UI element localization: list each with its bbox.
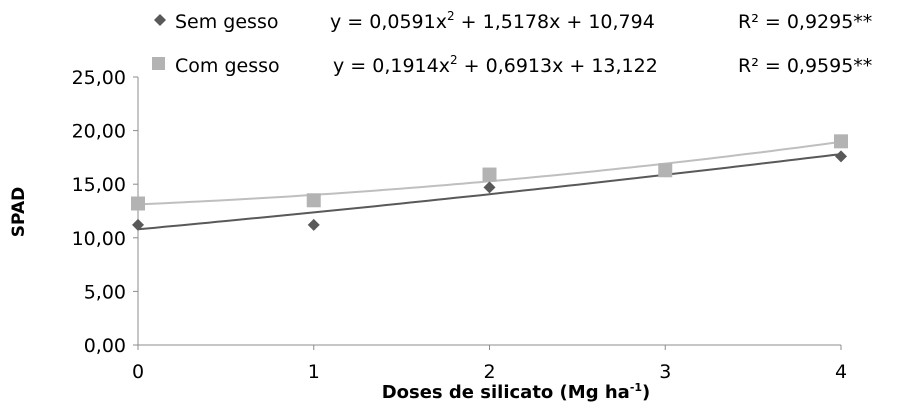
- x-axis-label: Doses de silicato (Mg ha-1): [382, 381, 651, 403]
- y-tick-label: 15,00: [72, 174, 126, 196]
- legend-entry-com-gesso: Com gesso y = 0,1914x2 + 0,6913x + 13,12…: [152, 53, 872, 77]
- y-tick-label: 20,00: [72, 121, 126, 143]
- legend-marker-com-gesso: [152, 57, 165, 70]
- legend-label-com-gesso: Com gesso: [175, 55, 280, 77]
- axes: [133, 76, 842, 350]
- x-tick-label: 2: [483, 361, 495, 383]
- legend-equation-sem-gesso: y = 0,0591x2 + 1,5178x + 10,794: [330, 9, 655, 33]
- point-com-gesso: [834, 134, 848, 149]
- trend-line-sem-gesso: [137, 153, 842, 231]
- legend-equation-com-gesso: y = 0,1914x2 + 0,6913x + 13,122: [333, 53, 658, 77]
- legend-r2-com-gesso: R² = 0,9595**: [738, 55, 872, 77]
- legend: Sem gesso y = 0,0591x2 + 1,5178x + 10,79…: [152, 9, 872, 77]
- point-com-gesso: [658, 163, 673, 178]
- x-tick-label: 0: [132, 361, 144, 383]
- point-sem-gesso: [132, 218, 144, 231]
- point-com-gesso: [482, 167, 497, 182]
- y-tick-label: 10,00: [72, 228, 126, 250]
- y-tick-label: 0,00: [84, 335, 126, 357]
- x-tick-label: 1: [308, 361, 320, 383]
- data-points: [131, 134, 848, 231]
- point-sem-gesso: [483, 181, 496, 194]
- x-tick-labels: 0 1 2 3 4: [132, 361, 847, 383]
- point-com-gesso: [306, 193, 321, 208]
- point-sem-gesso: [307, 218, 320, 231]
- legend-entry-sem-gesso: Sem gesso y = 0,0591x2 + 1,5178x + 10,79…: [154, 9, 872, 33]
- point-com-gesso: [131, 196, 145, 211]
- legend-label-sem-gesso: Sem gesso: [175, 11, 278, 33]
- x-tick-label: 4: [835, 361, 847, 383]
- legend-marker-sem-gesso: [154, 14, 166, 26]
- y-tick-label: 25,00: [72, 67, 126, 89]
- x-tick-label: 3: [659, 361, 671, 383]
- y-axis-label: SPAD: [9, 187, 29, 237]
- point-sem-gesso: [835, 150, 847, 163]
- y-tick-label: 5,00: [84, 281, 126, 303]
- legend-r2-sem-gesso: R² = 0,9295**: [738, 11, 872, 33]
- y-tick-labels: 0,00 5,00 10,00 15,00 20,00 25,00: [72, 67, 126, 357]
